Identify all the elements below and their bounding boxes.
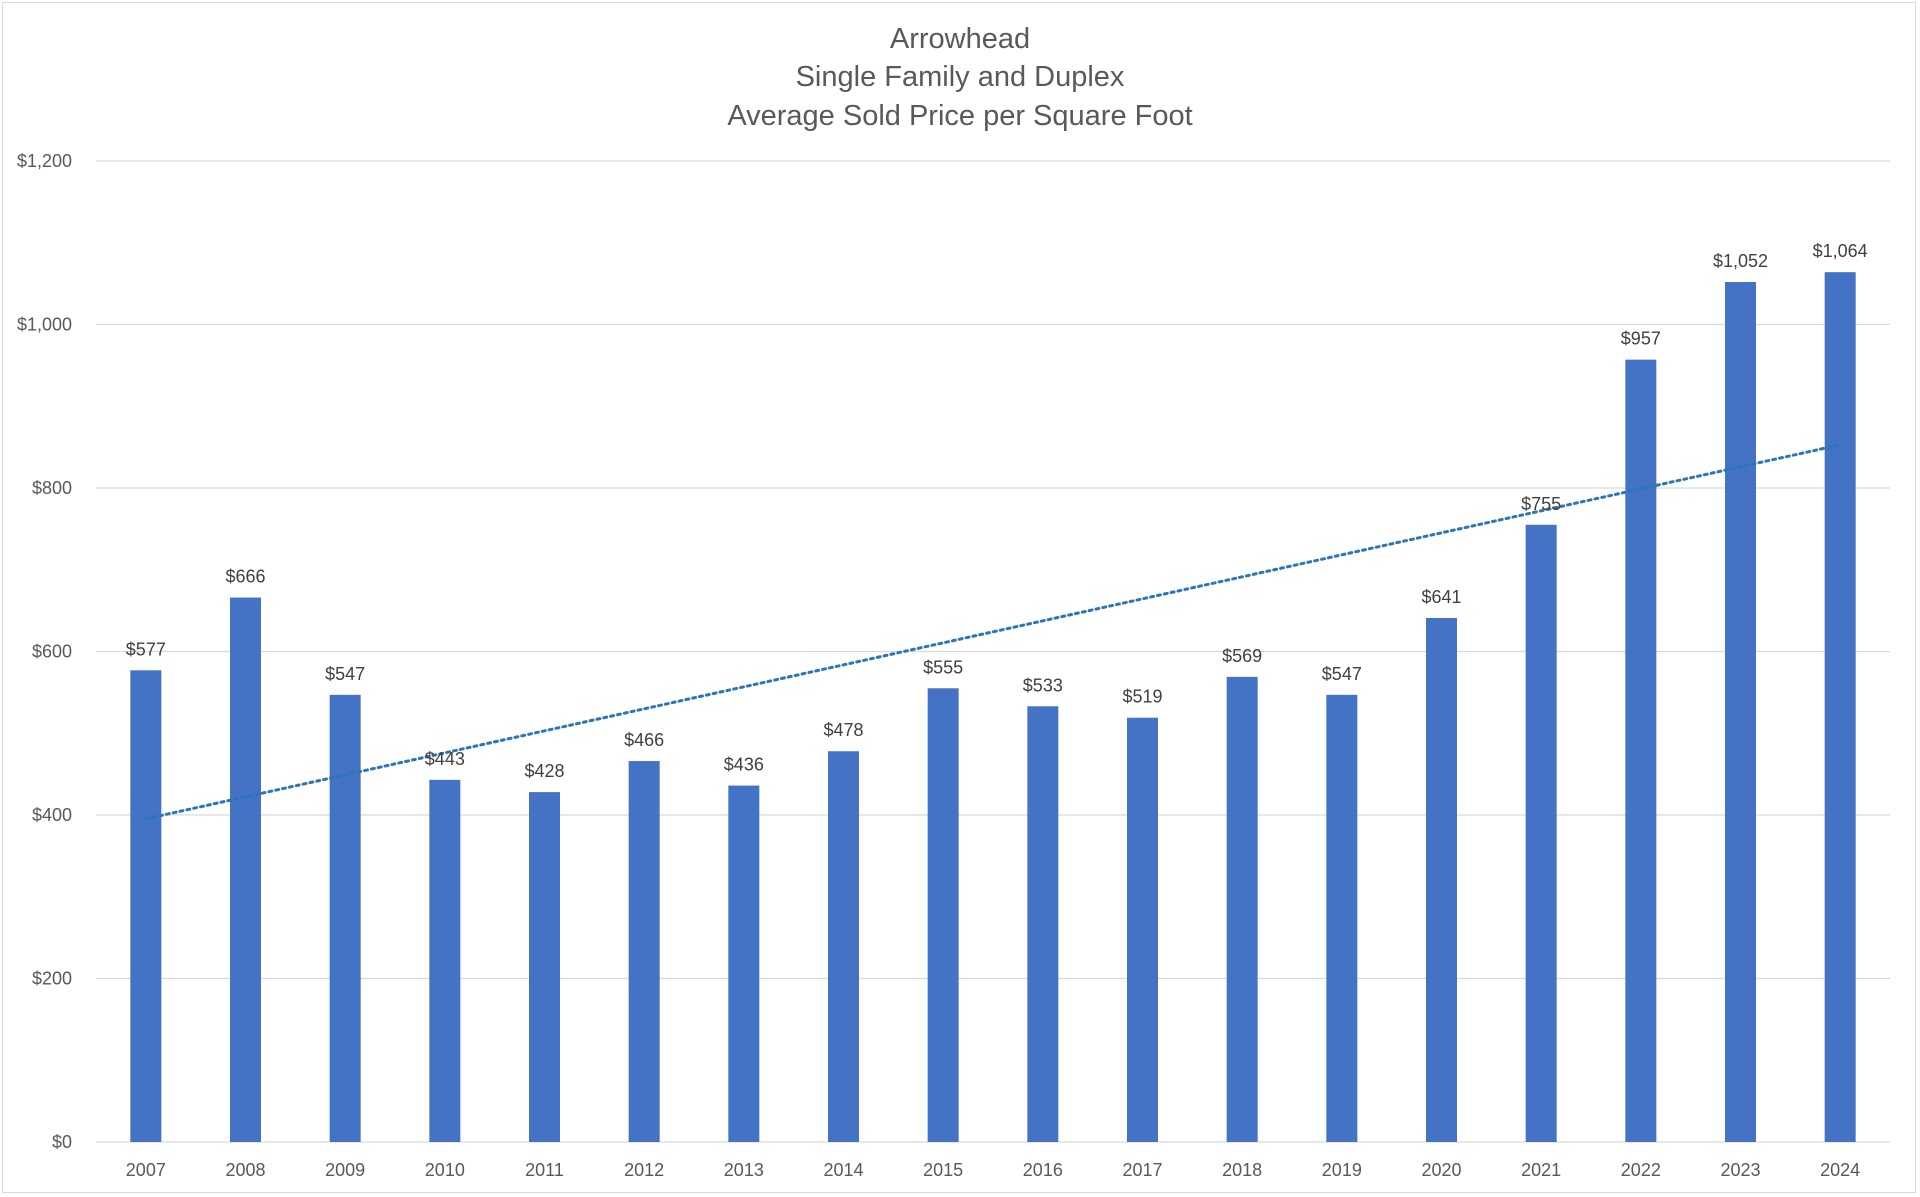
x-tick-label: 2020 [1421,1160,1461,1180]
x-tick-label: 2008 [225,1160,265,1180]
data-label: $466 [624,730,664,750]
bar-2008 [230,597,261,1142]
x-tick-label: 2010 [425,1160,465,1180]
y-tick-label: $0 [52,1132,72,1152]
x-tick-label: 2012 [624,1160,664,1180]
bar-2010 [429,779,461,1142]
x-tick-label: 2024 [1820,1160,1860,1180]
x-tick-label: 2015 [923,1160,963,1180]
data-label: $547 [325,664,365,684]
bar-2012 [628,761,660,1142]
bar-2017 [1127,717,1158,1142]
trendline [144,443,1842,821]
bar-2015 [927,688,959,1142]
bar-2024 [1824,272,1856,1142]
y-tick-label: $400 [32,805,72,825]
data-label: $519 [1122,687,1162,707]
x-tick-label: 2007 [126,1160,166,1180]
bar-2022 [1625,359,1657,1143]
bar-2016 [1027,706,1059,1142]
data-label: $547 [1322,664,1362,684]
x-tick-label: 2016 [1023,1160,1063,1180]
bars [130,272,1856,1143]
chart-title-line-2: Single Family and Duplex [795,61,1125,93]
data-label: $436 [724,755,764,775]
y-tick-label: $1,000 [17,315,72,335]
data-label: $957 [1621,329,1661,349]
x-tick-label: 2009 [325,1160,365,1180]
x-tick-label: 2018 [1222,1160,1262,1180]
data-label: $555 [923,657,963,677]
x-tick-label: 2019 [1322,1160,1362,1180]
chart-title-line-3: Average Sold Price per Square Foot [727,100,1193,132]
x-tick-label: 2022 [1621,1160,1661,1180]
data-label: $666 [225,567,265,587]
bar-2020 [1426,617,1457,1142]
trendline-layer [144,443,1842,821]
bar-2009 [329,694,361,1142]
y-tick-label: $600 [32,642,72,662]
data-label: $478 [823,720,863,740]
data-label: $1,064 [1813,241,1868,261]
bar-2023 [1725,281,1756,1142]
x-tick-label: 2023 [1720,1160,1760,1180]
x-tick-label: 2017 [1122,1160,1162,1180]
data-label: $443 [425,749,465,769]
bar-2014 [828,751,859,1142]
data-label: $755 [1521,494,1561,514]
y-tick-label: $200 [32,969,72,989]
data-label: $577 [126,639,166,659]
data-label: $641 [1421,587,1461,607]
data-label: $1,052 [1713,251,1768,271]
y-tick-label: $1,200 [17,151,72,171]
bar-2021 [1525,524,1557,1142]
bar-2007 [130,670,162,1142]
x-tick-label: 2021 [1521,1160,1561,1180]
x-tick-label: 2011 [525,1160,564,1180]
bar-2011 [529,792,560,1142]
x-tick-label: 2013 [724,1160,764,1180]
x-tick-label: 2014 [823,1160,863,1180]
y-tick-label: $800 [32,478,72,498]
chart-title-line-1: Arrowhead [889,23,1031,55]
data-label: $569 [1222,646,1262,666]
data-label: $428 [524,761,564,781]
bar-2013 [728,785,760,1142]
data-label: $533 [1023,675,1063,695]
x-axis: 2007 2008 2009 2010 2011 2012 2013 2014 2015 2016… [126,1160,1860,1180]
y-axis: $0 $200 $400 $600 $800 $1,000 $1,200 [17,151,72,1152]
gridlines [96,160,1890,1143]
bar-2019 [1326,694,1358,1142]
data-labels: $577 $666 $547 $443 $428 $466 $436 $478 $555 $533… [126,241,1868,781]
bar-2018 [1226,676,1258,1142]
